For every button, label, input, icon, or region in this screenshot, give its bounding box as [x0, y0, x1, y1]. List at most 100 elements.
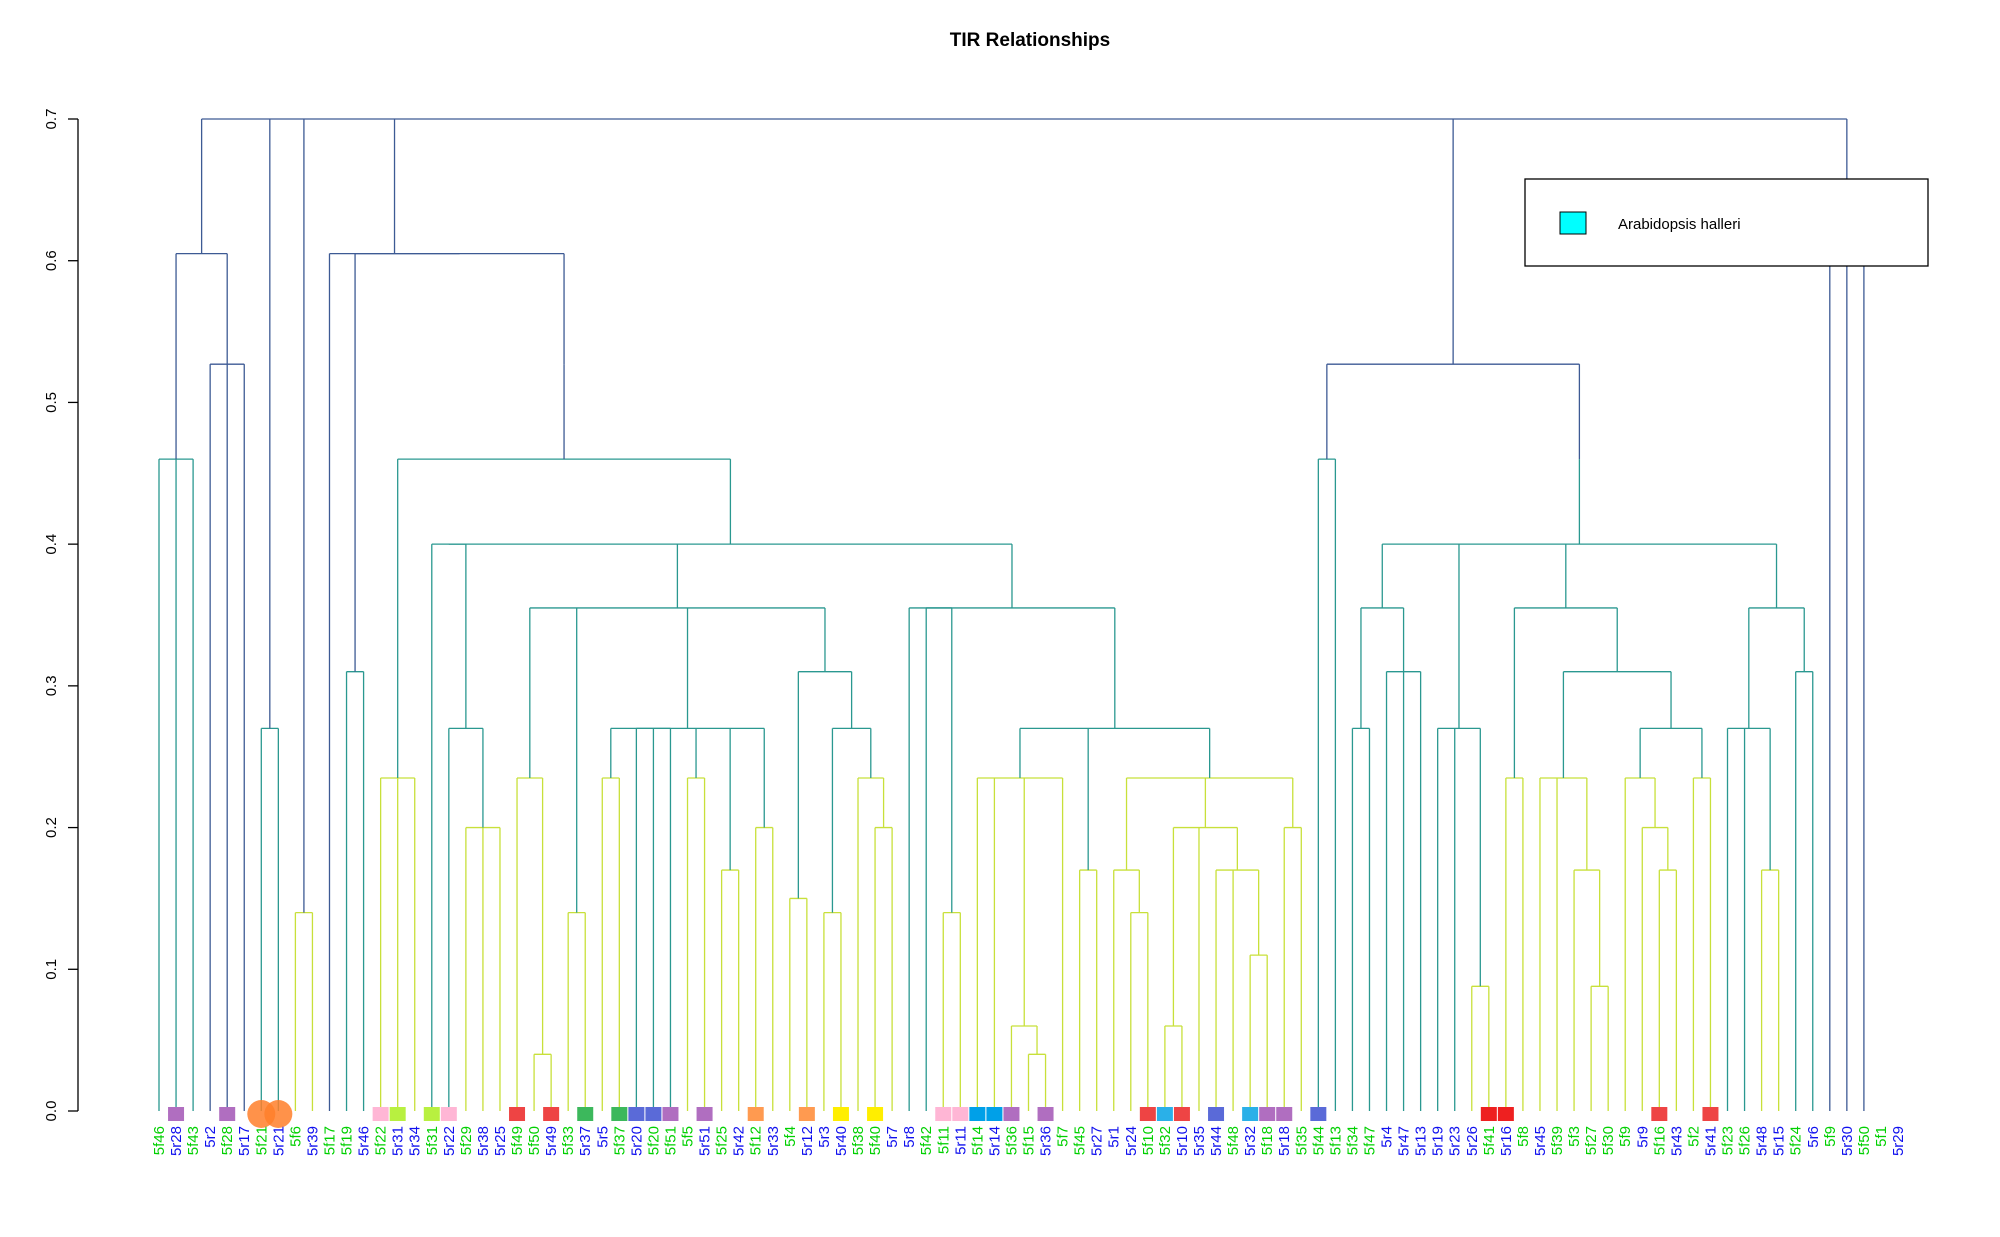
- leaf-label: 5r27: [1089, 1126, 1106, 1156]
- leaf-label: 5f16: [1651, 1126, 1668, 1155]
- leaf-label: 5r12: [799, 1126, 816, 1156]
- leaf-marker: [645, 1107, 662, 1121]
- leaf-label: 5f36: [1003, 1126, 1020, 1155]
- leaf-label: 5r49: [543, 1126, 560, 1156]
- y-tick-label: 0.7: [43, 109, 60, 130]
- leaf-label: 5f27: [1583, 1126, 1600, 1155]
- leaf-label: 5r15: [1771, 1126, 1788, 1156]
- leaf-label: 5f10: [1140, 1126, 1157, 1155]
- leaf-label: 5f46: [151, 1126, 168, 1155]
- leaf-label: 5r18: [1276, 1126, 1293, 1156]
- leaf-marker: [1156, 1107, 1173, 1121]
- dendrogram-tree: [158, 118, 1865, 1111]
- leaf-label: 5f6: [287, 1126, 304, 1147]
- leaf-label: 5r32: [1242, 1126, 1259, 1156]
- leaf-label: 5r51: [697, 1126, 714, 1156]
- leaf-label: 5f30: [1600, 1126, 1617, 1155]
- leaf-label: 5f9: [1617, 1126, 1634, 1147]
- leaf-label: 5r16: [1498, 1126, 1515, 1156]
- leaf-label: 5f49: [509, 1126, 526, 1155]
- leaf-label: 5r44: [1208, 1126, 1225, 1156]
- legend-label: Arabidopsis halleri: [1618, 216, 1741, 233]
- leaf-label: 5r17: [236, 1126, 253, 1156]
- leaf-marker: [1259, 1107, 1276, 1121]
- leaf-marker: [389, 1107, 406, 1121]
- leaf-marker: [969, 1107, 986, 1121]
- leaf-marker: [577, 1107, 594, 1121]
- leaf-label: 5r30: [1839, 1126, 1856, 1156]
- leaf-marker: [168, 1107, 185, 1121]
- leaf-marker: [662, 1107, 679, 1121]
- legend: Arabidopsis halleri: [1524, 178, 1929, 267]
- leaf-marker: [747, 1107, 764, 1121]
- leaf-label: 5r13: [1413, 1126, 1430, 1156]
- leaf-label: 5f51: [662, 1126, 679, 1155]
- leaf-marker: [1702, 1107, 1719, 1121]
- leaf-label: 5r4: [1379, 1126, 1396, 1148]
- leaf-label: 5f45: [1072, 1126, 1089, 1155]
- leaf-label: 5f42: [918, 1126, 935, 1155]
- leaf-label: 5f19: [339, 1126, 356, 1155]
- leaf-marker: [696, 1107, 713, 1121]
- leaf-label: 5f14: [969, 1126, 986, 1155]
- leaf-label: 5r34: [407, 1126, 424, 1156]
- leaf-label: 5f9: [1822, 1126, 1839, 1147]
- leaf-marker: [1242, 1107, 1259, 1121]
- y-tick-label: 0.5: [43, 392, 60, 413]
- leaf-marker: [1003, 1107, 1020, 1121]
- leaf-label: 5f25: [714, 1126, 731, 1155]
- leaf-marker: [509, 1107, 526, 1121]
- leaf-marker: [1173, 1107, 1190, 1121]
- leaf-label: 5f18: [1259, 1126, 1276, 1155]
- leaf-label: 5r21: [270, 1126, 287, 1156]
- leaf-marker: [423, 1107, 440, 1121]
- leaf-label: 5r46: [356, 1126, 373, 1156]
- leaf-marker: [440, 1107, 457, 1121]
- leaf-label: 5r23: [1447, 1126, 1464, 1156]
- y-tick-label: 0.1: [43, 959, 60, 980]
- leaf-label: 5r7: [884, 1126, 901, 1148]
- leaf-label: 5r20: [628, 1126, 645, 1156]
- leaf-label: 5f47: [1361, 1126, 1378, 1155]
- leaf-label: 5r42: [731, 1126, 748, 1156]
- leaf-label: 5r19: [1430, 1126, 1447, 1156]
- leaf-label: 5f2: [1685, 1126, 1702, 1147]
- leaf-label: 5f1: [1873, 1126, 1890, 1147]
- leaf-label: 5r10: [1174, 1126, 1191, 1156]
- leaf-label: 5f35: [1293, 1126, 1310, 1155]
- leaf-label: 5r35: [1191, 1126, 1208, 1156]
- leaf-label: 5f50: [526, 1126, 543, 1155]
- legend-swatch: [1559, 211, 1587, 235]
- leaf-label: 5f20: [645, 1126, 662, 1155]
- leaf-label: 5f38: [850, 1126, 867, 1155]
- leaf-label: 5r45: [1532, 1126, 1549, 1156]
- leaf-label: 5f43: [185, 1126, 202, 1155]
- y-tick-label: 0.0: [43, 1101, 60, 1122]
- leaf-label: 5f8: [1515, 1126, 1532, 1147]
- leaf-label: 5f4: [782, 1126, 799, 1147]
- leaf-labels: 5f46 5r28 5f43 5r2 5f28 5r17 5f21 5r21 5f6 5r39 5f…: [151, 1126, 1907, 1156]
- leaf-label: 5f48: [1225, 1126, 1242, 1155]
- leaf-label: 5r6: [1805, 1126, 1822, 1148]
- leaf-label: 5r14: [986, 1126, 1003, 1156]
- leaf-label: 5r29: [1890, 1126, 1907, 1156]
- leaf-label: 5r28: [168, 1126, 185, 1156]
- leaf-marker: [986, 1107, 1003, 1121]
- leaf-label: 5f32: [1157, 1126, 1174, 1155]
- leaf-label: 5f50: [1856, 1126, 1873, 1155]
- y-axis: 0.0 0.1 0.2 0.3 0.4 0.5 0.6 0.7: [43, 109, 79, 1122]
- leaf-label: 5r37: [577, 1126, 594, 1156]
- chart-title: TIR Relationships: [950, 30, 1110, 51]
- leaf-label: 5r5: [594, 1126, 611, 1148]
- leaf-label: 5r39: [304, 1126, 321, 1156]
- leaf-label: 5r25: [492, 1126, 509, 1156]
- leaf-marker: [952, 1107, 969, 1121]
- leaf-label: 5r8: [901, 1126, 918, 1148]
- leaf-marker: [1310, 1107, 1327, 1121]
- leaf-markers: [168, 1100, 1719, 1128]
- leaf-label: 5f24: [1788, 1126, 1805, 1155]
- leaf-label: 5f28: [219, 1126, 236, 1155]
- y-tick-label: 0.4: [43, 534, 60, 555]
- leaf-label: 5r47: [1396, 1126, 1413, 1156]
